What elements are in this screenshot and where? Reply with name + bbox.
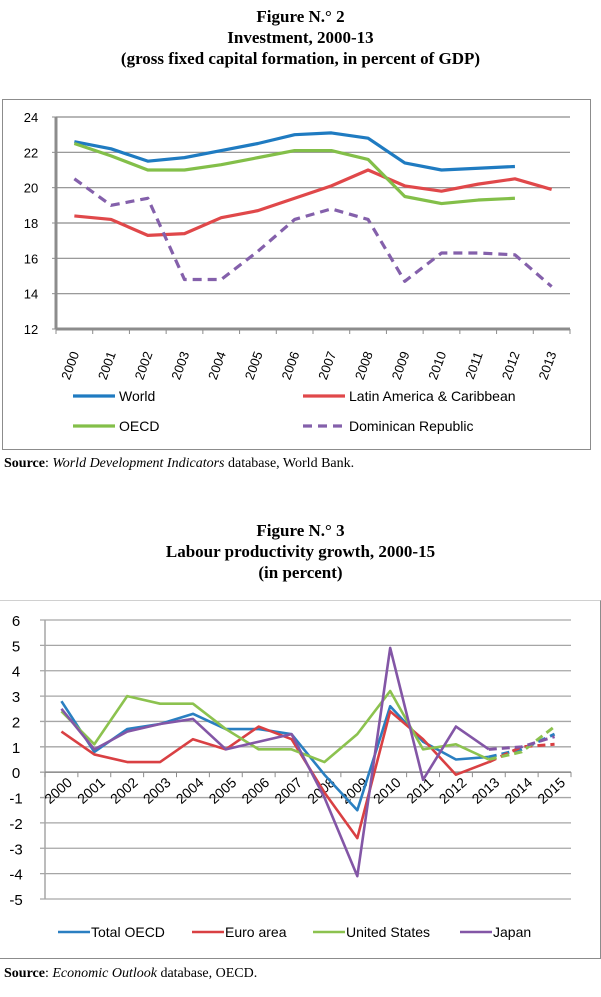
chart-1-frame: 12 14 16 18 20 22 24 2000 2001 2002 2003 2004 2005 20… <box>2 99 591 450</box>
y-tick-label: 16 <box>24 251 38 266</box>
x-tick-label: 2013 <box>469 774 503 807</box>
figure-2-subtitle: (gross fixed capital formation, in perce… <box>120 49 481 68</box>
y-tick-label: 2 <box>12 714 20 731</box>
legend-item: World <box>73 388 155 404</box>
x-tick-label: 2000 <box>41 774 75 807</box>
x-tick-label: 2001 <box>74 774 108 807</box>
x-tick-label: 2000 <box>58 349 82 381</box>
chart-2-frame: -5 -4 -3 -2 -1 0 1 2 3 4 5 6 2000 2001 2002 2003 2004 200… <box>0 600 601 959</box>
y-tick-label: 14 <box>24 287 38 302</box>
x-tick-label: 2010 <box>370 774 404 807</box>
x-tick-label: 2005 <box>206 774 240 807</box>
series-projection <box>488 725 556 761</box>
x-tick-label: 2003 <box>140 774 174 807</box>
x-tick-label: 2010 <box>425 349 449 381</box>
x-tick-label: 2009 <box>389 349 413 381</box>
y-tick-label: 12 <box>24 322 38 337</box>
x-tick-label: 2008 <box>352 349 376 381</box>
source-rest: database, World Bank. <box>224 456 355 471</box>
investment-chart: 12 14 16 18 20 22 24 2000 2001 2002 2003 2004 2005 20… <box>24 110 571 434</box>
x-tick-label: 2007 <box>315 349 339 381</box>
x-tick-label: 2004 <box>205 349 229 381</box>
y-tick-label: -5 <box>9 892 22 909</box>
y-tick-label: 4 <box>12 664 20 681</box>
x-tick-label: 2015 <box>534 774 568 807</box>
y-tick-label: 20 <box>24 181 38 196</box>
x-tick-label: 2007 <box>271 774 305 807</box>
series-latin-america-caribbean <box>74 168 553 237</box>
x-tick-label: 2014 <box>501 774 535 807</box>
x-tick-label: 2011 <box>462 350 486 381</box>
legend-item: United States <box>313 924 430 940</box>
figure-2-heading: Investment, 2000-13 <box>227 28 374 47</box>
y-tick-label: -2 <box>9 816 22 833</box>
x-tick-label: 2001 <box>95 349 119 381</box>
x-tick-label: 2012 <box>499 349 523 381</box>
y-tick-label: 18 <box>24 216 38 231</box>
figure-3-heading: Labour productivity growth, 2000-15 <box>165 542 436 561</box>
legend-label: OECD <box>119 418 159 434</box>
series-line <box>60 646 490 878</box>
legend-label: Dominican Republic <box>349 418 474 434</box>
series-japan <box>60 646 556 878</box>
legend-label: Japan <box>493 924 531 940</box>
y-tick-label: 3 <box>12 689 20 706</box>
source-database: World Development Indicators <box>52 456 225 471</box>
legend-label: Euro area <box>225 924 287 940</box>
series-line <box>60 689 490 764</box>
y-tick-label: -4 <box>9 867 22 884</box>
x-tick-label: 2005 <box>242 349 266 381</box>
figure-3-source: Source: Economic Outlook database, OECD. <box>4 966 258 981</box>
legend-item: OECD <box>73 418 159 434</box>
y-tick-label: 6 <box>12 613 20 630</box>
series-dominican-republic <box>73 177 553 288</box>
series-united-states <box>60 689 556 764</box>
source-label: Source <box>4 456 45 471</box>
source-rest: database, OECD. <box>156 966 258 981</box>
legend-item: Total OECD <box>58 924 165 940</box>
legend-label: Latin America & Caribbean <box>349 388 516 404</box>
x-tick-label: 2011 <box>403 774 436 806</box>
x-tick-label: 2012 <box>436 774 470 807</box>
x-tick-label: 2013 <box>535 349 559 381</box>
series-oecd <box>73 141 516 206</box>
series-world <box>74 131 516 172</box>
y-tick-label: 5 <box>12 638 20 655</box>
x-tick-label: 2002 <box>132 349 156 381</box>
series-line <box>60 710 490 840</box>
legend-item: Japan <box>460 924 531 940</box>
source-label: Source <box>4 966 45 981</box>
y-tick-label: -3 <box>9 841 22 858</box>
figure-2-source: Source: World Development Indicators dat… <box>4 456 355 471</box>
figure-2-title: Figure N.° 2 Investment, 2000-13 (gross … <box>0 6 601 69</box>
y-tick-label: 22 <box>24 145 38 160</box>
y-tick-label: 1 <box>12 740 20 757</box>
figure-3-number: Figure N.° 3 <box>256 521 345 540</box>
x-tick-label: 2003 <box>168 349 192 381</box>
figure-3-title: Figure N.° 3 Labour productivity growth,… <box>0 520 601 583</box>
legend-label: Total OECD <box>91 924 165 940</box>
series-line <box>74 168 553 237</box>
legend-label: World <box>119 388 155 404</box>
legend-item: Dominican Republic <box>303 418 474 434</box>
x-tick-label: 2004 <box>173 774 207 807</box>
x-tick-label: 2006 <box>238 774 272 807</box>
legend-item: Latin America & Caribbean <box>303 388 516 404</box>
figure-3-subtitle: (in percent) <box>258 563 343 582</box>
legend-label: United States <box>346 924 430 940</box>
figure-2-number: Figure N.° 2 <box>256 7 345 26</box>
legend-item: Euro area <box>192 924 287 940</box>
series-projection <box>488 742 555 764</box>
y-tick-label: -1 <box>9 791 22 808</box>
series-line <box>73 177 553 288</box>
x-tick-label: 2002 <box>107 774 141 807</box>
source-database: Economic Outlook <box>52 966 157 981</box>
y-tick-label: 0 <box>12 765 20 782</box>
y-tick-label: 24 <box>24 110 38 125</box>
x-tick-label: 2006 <box>278 349 302 381</box>
